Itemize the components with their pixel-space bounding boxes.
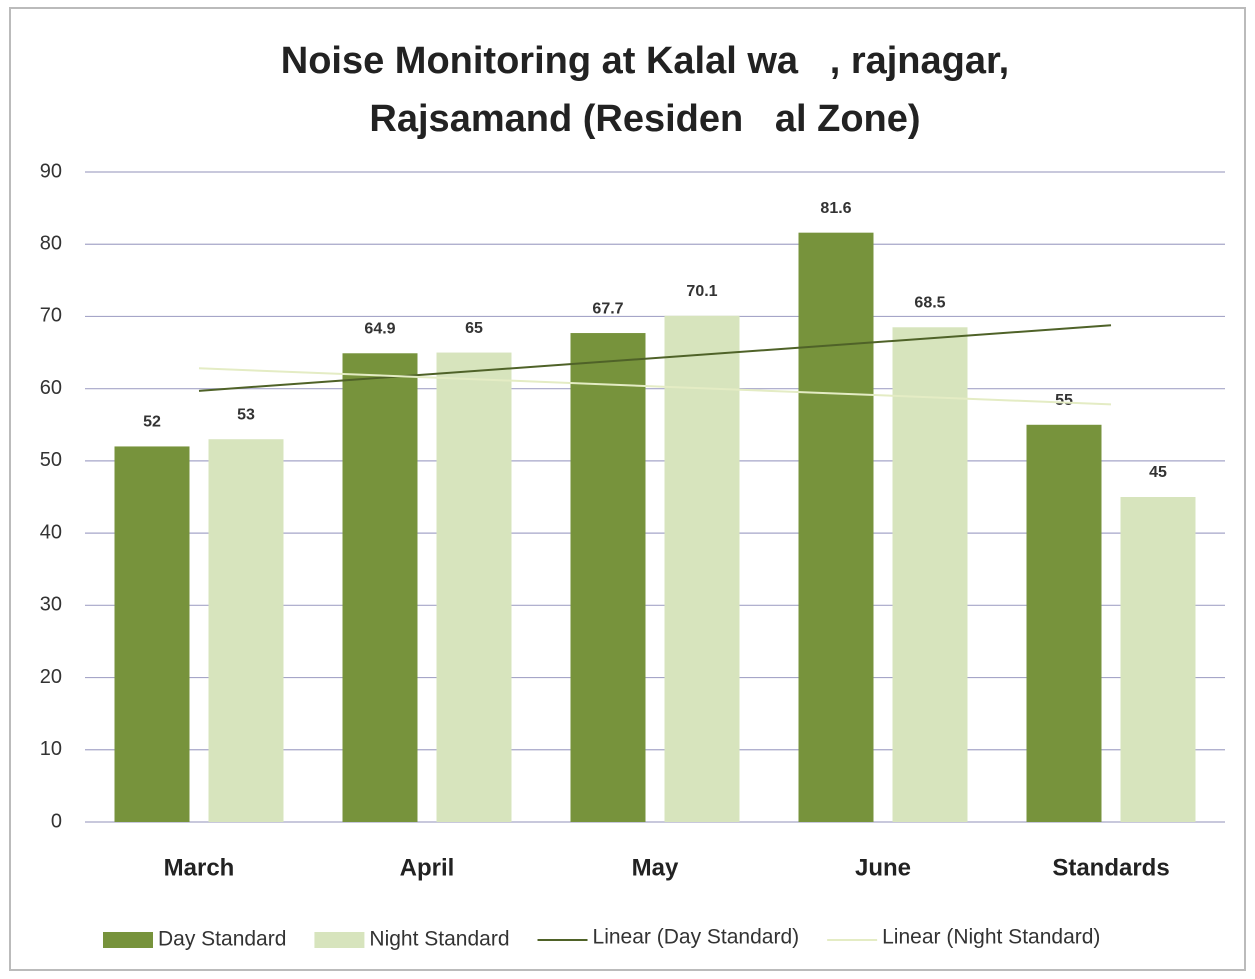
legend-label: Linear (Night Standard): [882, 926, 1100, 949]
legend-swatch: [314, 932, 365, 948]
x-tick-label: June: [855, 854, 911, 881]
y-tick-label: 50: [40, 449, 62, 471]
bar: [1026, 424, 1102, 822]
data-label: 55: [1055, 392, 1073, 409]
data-label: 68.5: [914, 294, 945, 311]
bar: [664, 315, 740, 822]
data-label: 67.7: [592, 300, 623, 317]
y-tick-label: 20: [40, 666, 62, 688]
x-tick-label: May: [632, 854, 679, 881]
legend-swatch: [103, 932, 153, 948]
y-tick-label: 90: [40, 160, 62, 182]
y-tick-label: 0: [51, 810, 62, 832]
bar: [342, 353, 418, 822]
y-tick-label: 10: [40, 738, 62, 760]
y-tick-label: 70: [40, 305, 62, 327]
bar: [208, 439, 284, 822]
x-tick-label: April: [400, 854, 455, 881]
y-tick-label: 80: [40, 233, 62, 255]
data-label: 53: [237, 406, 255, 423]
trend-line: [198, 324, 1112, 392]
legend-label: Linear (Day Standard): [593, 926, 800, 949]
bar: [436, 352, 512, 822]
data-label: 45: [1149, 464, 1167, 481]
bar: [114, 446, 190, 822]
bar: [798, 232, 874, 822]
data-label: 70.1: [686, 283, 717, 300]
chart-title: Rajsamand (Residen al Zone): [369, 98, 920, 140]
bar: [892, 327, 968, 822]
legend-label: Night Standard: [369, 928, 509, 951]
legend-label: Day Standard: [158, 928, 286, 951]
data-label: 64.9: [364, 320, 395, 337]
y-tick-label: 60: [40, 377, 62, 399]
x-tick-label: Standards: [1052, 854, 1169, 881]
chart-title: Noise Monitoring at Kalal wa , rajnagar,: [281, 40, 1010, 82]
data-label: 65: [465, 320, 483, 337]
y-tick-label: 40: [40, 521, 62, 543]
data-label: 81.6: [820, 200, 851, 217]
trend-line: [198, 367, 1112, 406]
y-tick-label: 30: [40, 594, 62, 616]
bar: [1120, 497, 1196, 822]
x-tick-label: March: [164, 854, 235, 881]
bar: [570, 333, 646, 822]
data-label: 52: [143, 414, 161, 431]
